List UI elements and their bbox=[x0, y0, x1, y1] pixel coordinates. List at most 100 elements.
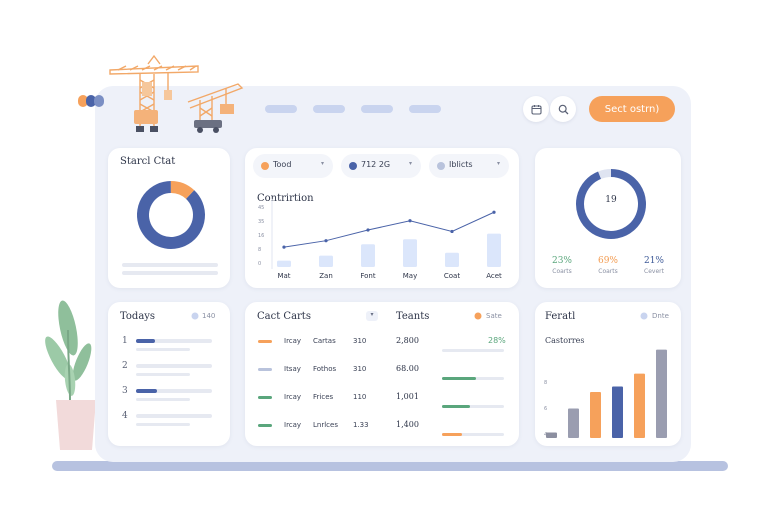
chip-label: 712 2G bbox=[361, 160, 391, 169]
cta-button[interactable]: Sect ostrn) bbox=[589, 96, 675, 122]
info-icon bbox=[640, 312, 648, 320]
y-tick-label: 45 bbox=[258, 205, 264, 211]
row-bar-fill bbox=[442, 405, 470, 408]
y-tick-label: 4 bbox=[544, 432, 547, 438]
line-point bbox=[492, 210, 496, 214]
stat-value: 69% bbox=[597, 256, 618, 266]
table-cell: 2,800 bbox=[396, 336, 419, 345]
table-cell: Frices bbox=[313, 393, 334, 401]
chevron-down-icon[interactable]: ▾ bbox=[409, 160, 413, 167]
start-chart-title: Starcl Ctat bbox=[120, 156, 176, 167]
status-dot-icon bbox=[474, 312, 482, 320]
table-cell: 1,400 bbox=[396, 420, 419, 429]
forecast-bar-chart: 8640 bbox=[544, 349, 667, 438]
forecast-badge: Dnte bbox=[652, 312, 669, 320]
construction-combo-chart: 45 35 16 8 0 Mat Zan Font May Coat Acet bbox=[258, 199, 502, 280]
chip-label: Iblicts bbox=[449, 160, 473, 169]
nav-pill-3[interactable] bbox=[361, 105, 393, 113]
table-cell: Lnrlces bbox=[313, 421, 338, 429]
donut-center-value: 19 bbox=[605, 195, 617, 205]
line-point bbox=[282, 245, 286, 249]
list-item-subline bbox=[136, 373, 190, 376]
bar bbox=[546, 432, 557, 438]
stat-value: 23% bbox=[551, 256, 572, 266]
nav-pill-1[interactable] bbox=[265, 105, 297, 113]
bar bbox=[361, 244, 375, 267]
y-tick-label: 16 bbox=[258, 233, 264, 239]
y-tick-label: 8 bbox=[544, 380, 547, 386]
x-tick-label: Mat bbox=[277, 272, 290, 280]
stat-label: Cevert bbox=[644, 268, 664, 275]
list-item-track bbox=[136, 364, 212, 368]
list-item-fill bbox=[136, 339, 155, 343]
crane-icon bbox=[109, 54, 244, 133]
list-item-subline bbox=[136, 348, 190, 351]
row-bar-fill bbox=[442, 377, 476, 380]
table-cell: Ircay bbox=[284, 337, 302, 345]
chip-dot-icon bbox=[349, 162, 357, 170]
progress-donut-chart bbox=[576, 169, 646, 239]
list-item-subline bbox=[136, 423, 190, 426]
table-cell: 110 bbox=[353, 393, 367, 401]
search-icon bbox=[558, 104, 568, 114]
list-item-number: 3 bbox=[122, 386, 128, 396]
row-marker bbox=[258, 340, 272, 343]
bar bbox=[487, 233, 501, 267]
row-bar-track bbox=[442, 433, 504, 436]
donut-slice bbox=[137, 181, 205, 249]
list-item-number: 1 bbox=[122, 336, 128, 346]
todays-title: Todays bbox=[120, 311, 156, 322]
bar bbox=[634, 373, 645, 438]
x-tick-label: Acet bbox=[486, 272, 502, 280]
bar bbox=[612, 386, 623, 438]
x-tick-label: Zan bbox=[319, 272, 333, 280]
list-item-track bbox=[136, 339, 212, 343]
table-cell: Ircay bbox=[284, 421, 302, 429]
nav-pill-4[interactable] bbox=[409, 105, 441, 113]
chevron-down-icon[interactable]: ▾ bbox=[321, 160, 325, 167]
stat-label: Coarts bbox=[598, 268, 618, 275]
table-cell: Fothos bbox=[313, 365, 337, 373]
bar bbox=[277, 260, 291, 267]
list-item-track bbox=[136, 389, 212, 393]
calendar-button[interactable] bbox=[523, 96, 549, 122]
table-cell: 1.33 bbox=[353, 421, 369, 429]
stat-label: Coarts bbox=[552, 268, 572, 275]
sort-icon[interactable]: ▾ bbox=[366, 311, 378, 321]
row-bar-track bbox=[442, 349, 504, 352]
donut-slice bbox=[598, 169, 612, 179]
list-item-number: 4 bbox=[122, 411, 128, 421]
plant-icon bbox=[45, 300, 96, 450]
table-badge: Sate bbox=[486, 312, 502, 320]
donut-slice bbox=[170, 181, 195, 200]
list-item-track bbox=[136, 414, 212, 418]
forecast-title: Feratl bbox=[545, 311, 576, 322]
table-cell: Ircay bbox=[284, 393, 302, 401]
nav-pill-2[interactable] bbox=[313, 105, 345, 113]
line-point bbox=[408, 219, 412, 223]
y-tick-label: 0 bbox=[258, 261, 261, 267]
forecast-subtitle: Castorres bbox=[545, 336, 585, 345]
table-cell: 310 bbox=[353, 365, 367, 373]
bar bbox=[445, 252, 459, 267]
row-marker bbox=[258, 396, 272, 399]
x-tick-label: May bbox=[403, 272, 417, 280]
search-button[interactable] bbox=[550, 96, 576, 122]
x-tick-label: Coat bbox=[444, 272, 460, 280]
donut-slice bbox=[576, 169, 646, 239]
chevron-down-icon[interactable]: ▾ bbox=[497, 160, 501, 167]
bar bbox=[568, 408, 579, 438]
chip-dot-icon bbox=[437, 162, 445, 170]
y-tick-label: 8 bbox=[258, 247, 261, 253]
line-point bbox=[366, 228, 370, 232]
placeholder-line bbox=[122, 271, 218, 275]
chip-label: Tood bbox=[273, 160, 292, 169]
start-donut-chart bbox=[137, 181, 205, 249]
placeholder-line bbox=[122, 263, 218, 267]
window-handle bbox=[78, 95, 104, 107]
list-item-number: 2 bbox=[122, 361, 128, 371]
x-tick-label: Font bbox=[360, 272, 375, 280]
y-tick-label: 35 bbox=[258, 219, 264, 225]
line-point bbox=[450, 229, 454, 234]
list-item-subline bbox=[136, 398, 190, 401]
